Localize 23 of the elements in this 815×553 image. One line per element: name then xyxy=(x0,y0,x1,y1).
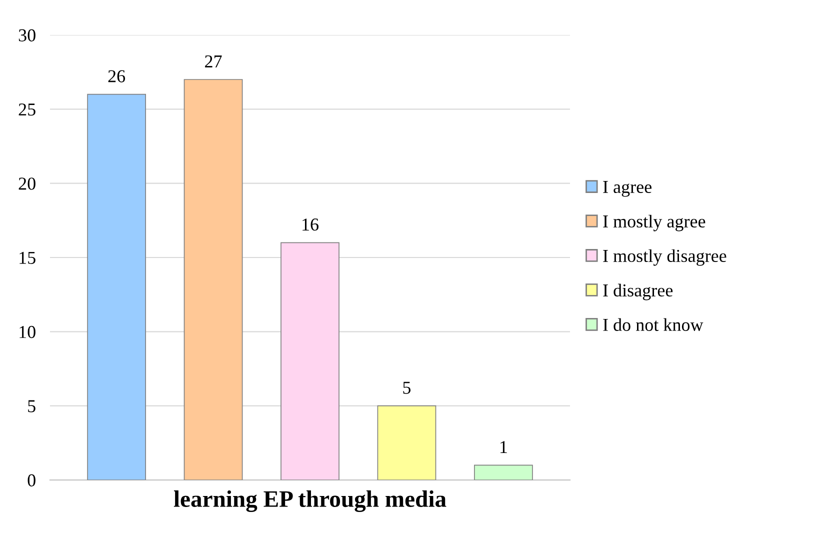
y-tick-label: 0 xyxy=(28,474,36,486)
data-label: 16 xyxy=(302,218,318,231)
bar xyxy=(184,79,243,480)
data-label: 26 xyxy=(108,70,126,82)
y-tick-label: 20 xyxy=(18,178,36,190)
bar xyxy=(377,405,436,480)
legend-label: I do not know xyxy=(603,318,704,331)
legend-label: I mostly disagree xyxy=(603,249,726,266)
legend-label: I mostly agree xyxy=(603,214,706,232)
data-label: 5 xyxy=(403,382,411,394)
x-axis-title: learning EP through media xyxy=(174,490,446,512)
bar xyxy=(474,464,533,480)
data-label: 1 xyxy=(500,441,507,453)
y-tick-label: 30 xyxy=(18,29,36,42)
y-tick-label: 15 xyxy=(20,252,36,264)
legend-label: I agree xyxy=(603,181,652,197)
y-tick-label: 10 xyxy=(20,326,36,338)
data-label: 27 xyxy=(205,55,222,68)
y-tick-label: 5 xyxy=(28,400,36,412)
y-tick-label: 25 xyxy=(18,103,36,116)
bar xyxy=(87,94,146,480)
bar xyxy=(280,242,340,480)
legend-label: I disagree xyxy=(603,284,673,300)
